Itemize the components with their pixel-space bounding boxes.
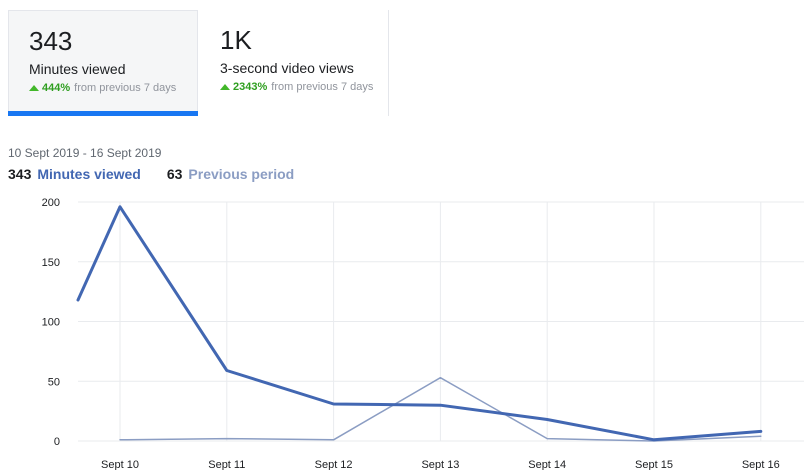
x-tick-label: Sept 14 [528,459,566,470]
tab-minutes-viewed[interactable]: 343 Minutes viewed 444% from previous 7 … [8,10,198,116]
tab-change: 2343% from previous 7 days [220,81,388,93]
chart-series [76,205,763,442]
active-tab-indicator [8,111,198,116]
x-tick-label: Sept 15 [635,459,673,470]
x-tick-label: Sept 10 [101,459,139,470]
y-tick-label: 200 [42,197,60,209]
tab-value: 1K [220,25,252,55]
series-line-minutes-viewed [76,205,763,442]
legend-current-label[interactable]: Minutes viewed [37,166,141,182]
change-percent: 2343% [233,81,268,93]
y-tick-label: 100 [42,317,60,329]
x-tick-label: Sept 13 [421,459,459,470]
tab-3-second-views[interactable]: 1K 3-second video views 2343% from previ… [198,10,388,116]
change-text: from previous 7 days [74,82,177,94]
legend-current-value: 343 [8,166,32,182]
legend-previous-value: 63 [166,166,183,182]
legend-previous-label[interactable]: Previous period [188,166,295,182]
x-tick-label: Sept 16 [742,459,780,470]
x-axis: Sept 10 Sept 11 Sept 12 Sept 13 Sept 14 Sept … [101,459,780,470]
up-arrow-icon [220,84,230,90]
y-axis: 0 50 100 150 200 [42,197,60,448]
x-tick-label: Sept 11 [208,459,245,470]
y-tick-label: 50 [48,376,60,388]
y-tick-label: 150 [42,257,60,269]
tab-label: 3-second video views [220,60,354,76]
metric-tabs: 343 Minutes viewed 444% from previous 7 … [8,10,388,116]
chart-grid [78,201,804,442]
tab-value: 343 [29,26,73,56]
y-tick-label: 0 [54,436,60,448]
change-percent: 444% [42,82,71,94]
chart-legend: 343 Minutes viewed 63 Previous period [8,166,294,182]
tab-divider [388,10,389,116]
up-arrow-icon [29,85,39,91]
date-range: 10 Sept 2019 - 16 Sept 2019 [8,146,162,160]
tab-label: Minutes viewed [29,61,126,77]
tab-change: 444% from previous 7 days [29,82,197,94]
change-text: from previous 7 days [271,81,374,93]
x-tick-label: Sept 12 [315,459,353,470]
